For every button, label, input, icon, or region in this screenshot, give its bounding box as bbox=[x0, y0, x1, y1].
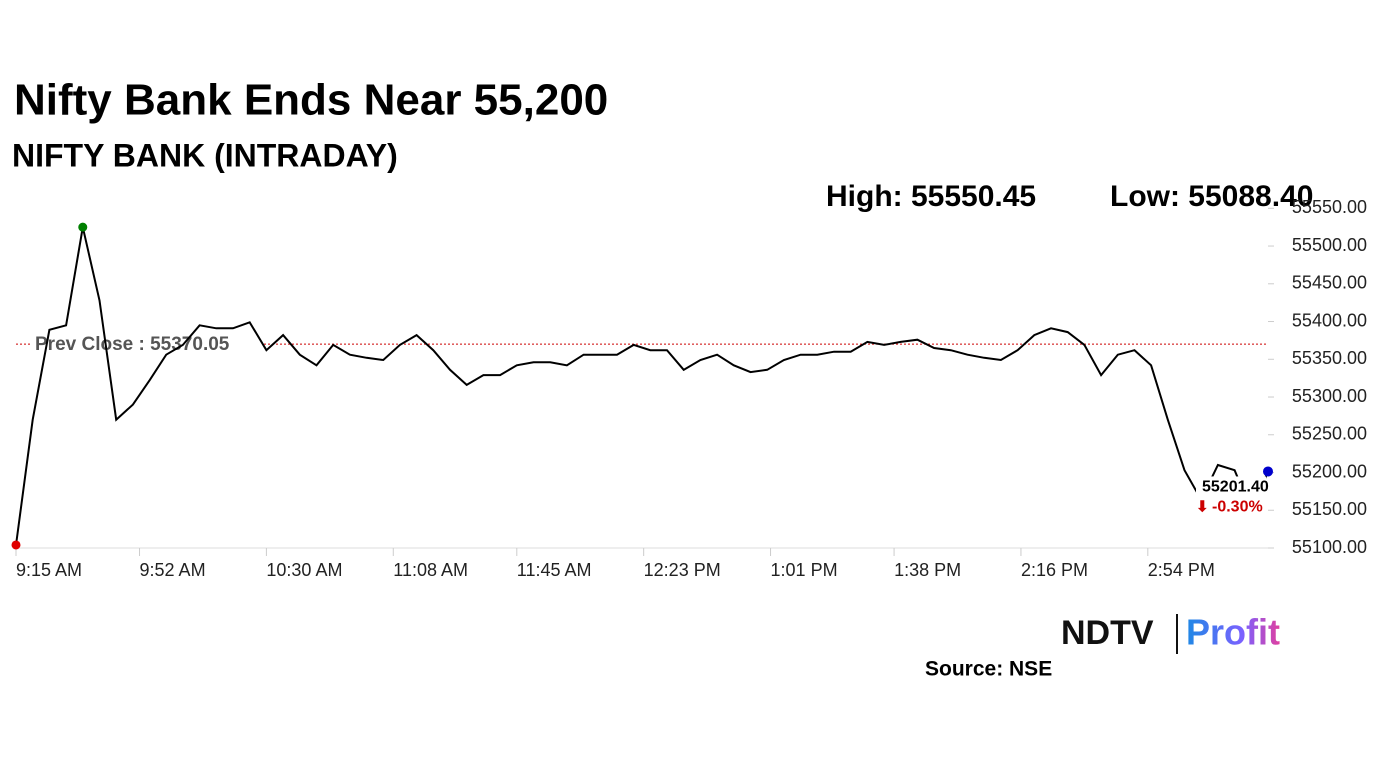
high-label: High: 55550.45 bbox=[826, 180, 1036, 213]
y-tick-label: 55150.00 bbox=[1292, 499, 1367, 519]
low-label: Low: 55088.40 bbox=[1110, 180, 1313, 213]
chart-subtitle: NIFTY BANK (INTRADAY) bbox=[12, 137, 398, 173]
y-tick-label: 55300.00 bbox=[1292, 386, 1367, 406]
change-label: -0.30% bbox=[1212, 499, 1263, 516]
logo-profit: Profit bbox=[1186, 612, 1280, 653]
source: Source: NSE bbox=[925, 658, 1052, 681]
change-arrow: ⬇ bbox=[1196, 498, 1209, 515]
y-tick-label: 55450.00 bbox=[1292, 273, 1367, 293]
y-tick-label: 55350.00 bbox=[1292, 348, 1367, 368]
x-tick-label: 9:52 AM bbox=[140, 560, 206, 580]
y-tick-label: 55200.00 bbox=[1292, 461, 1367, 481]
y-tick-label: 55550.00 bbox=[1292, 197, 1367, 217]
x-tick-label: 2:54 PM bbox=[1148, 560, 1215, 580]
prev-close-bg bbox=[30, 332, 262, 357]
price-line bbox=[15, 226, 1269, 546]
chart-title: Nifty Bank Ends Near 55,200 bbox=[14, 76, 608, 125]
peak-dot bbox=[78, 222, 88, 232]
start-dot bbox=[11, 540, 21, 550]
x-tick-label: 10:30 AM bbox=[266, 560, 342, 580]
x-tick-label: 11:08 AM bbox=[393, 560, 468, 580]
x-tick-label: 1:38 PM bbox=[894, 560, 961, 580]
y-tick-label: 55100.00 bbox=[1292, 537, 1367, 557]
last-value-label: 55201.40 bbox=[1202, 479, 1269, 496]
y-tick-label: 55250.00 bbox=[1292, 424, 1367, 444]
x-tick-label: 9:15 AM bbox=[16, 560, 82, 580]
x-tick-label: 12:23 PM bbox=[644, 560, 721, 580]
last-bg bbox=[1196, 476, 1266, 519]
y-tick-label: 55500.00 bbox=[1292, 235, 1367, 255]
x-tick-label: 11:45 AM bbox=[517, 560, 592, 580]
y-tick-label: 55400.00 bbox=[1292, 310, 1367, 330]
prev-close-label: Prev Close : 55370.05 bbox=[35, 334, 230, 355]
logo-ndtv: NDTV bbox=[1061, 614, 1154, 652]
end-dot bbox=[1263, 466, 1273, 477]
x-tick-label: 1:01 PM bbox=[771, 560, 838, 580]
x-tick-label: 2:16 PM bbox=[1021, 560, 1088, 580]
